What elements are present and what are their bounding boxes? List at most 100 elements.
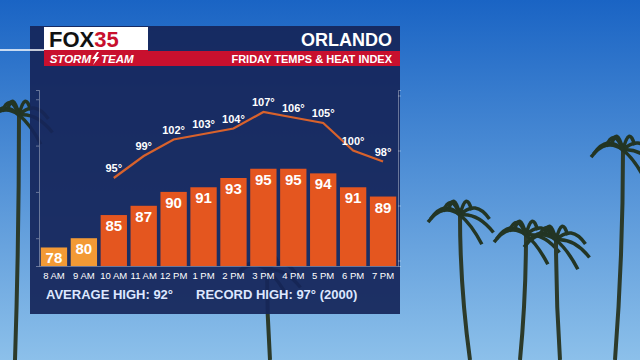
tick: 11 AM [131,266,157,281]
tick [36,192,39,193]
tick-mark [36,99,39,100]
bar [101,215,127,266]
tick [36,146,39,147]
axis-line [36,91,40,267]
line-label: 100° [342,135,365,147]
tick-label: 5 PM [312,270,334,281]
bar [220,178,246,266]
tick-mark [36,192,39,193]
logo-team-box [44,50,148,66]
marks [41,112,396,266]
tick-mark [398,151,401,152]
tick: 1 PM [192,266,214,281]
tick-label: 7 PM [372,270,394,281]
logo-text: FOX35 [49,27,119,52]
tick: 9 AM [73,266,95,281]
tick: 5 PM [312,266,334,281]
annotation: RECORD HIGH: 97° (2000) [196,287,357,302]
tick-label: 8 AM [43,270,65,281]
line-label: 107° [252,96,275,108]
bar [280,169,306,266]
palm-trunk [15,115,19,360]
palm-trunk [556,240,560,360]
palm-frond [2,102,19,115]
tick: 12 PM [160,266,188,281]
bar [250,169,276,266]
logo-bolt [92,52,100,65]
bar-label: 93 [225,180,242,197]
data-labels: 78808587909193959594918995°99°102°103°10… [46,96,392,266]
axis-line [40,266,399,267]
tick: 7 PM [372,266,394,281]
tick-mark [398,206,401,207]
subtitle: FRIDAY TEMPS & HEAT INDEX [231,53,392,65]
tick-label: 3 PM [252,270,274,281]
palm-tree [591,136,640,360]
tick-label: 10 AM [100,270,127,281]
logo-team-left: STORM [50,53,92,65]
palm-frond [509,222,526,235]
tick-label: 11 AM [131,270,157,281]
tick-mark [36,238,39,239]
tick [398,261,401,262]
annotation: AVERAGE HIGH: 92° [46,287,173,302]
palm-trunk [615,150,623,360]
bar-label: 80 [76,240,93,257]
logo-team-right: TEAM [101,53,134,65]
tick-label: 9 AM [73,270,95,281]
tick: 3 PM [252,266,274,281]
palm-frond [556,240,578,269]
line-label: 103° [192,118,215,130]
tick [36,99,39,100]
palm-tree [428,201,493,360]
palm-tree [524,226,589,360]
bar [131,206,157,266]
tick: 2 PM [222,266,244,281]
tick [398,151,401,152]
bar-label: 91 [195,189,212,206]
bar [340,187,366,266]
palm-tree [494,221,559,360]
tick: 6 PM [342,266,364,281]
bar [190,187,216,266]
tick-label: 1 PM [192,270,214,281]
bar-label: 90 [165,194,182,211]
logo-name: FOX [49,27,95,52]
y-axis [36,91,40,267]
tick-mark [398,96,401,97]
tick: 4 PM [282,266,304,281]
heat-index-line [114,112,383,178]
line-label: 99° [135,140,152,152]
line-label: 104° [222,113,245,125]
bar-label: 95 [255,171,272,188]
bar-label: 89 [375,199,392,216]
bar [310,173,336,266]
logo-number: 35 [94,27,118,52]
tick: 10 AM [100,266,127,281]
bar [71,238,97,266]
line-label: 106° [282,102,305,114]
line-label: 105° [312,107,335,119]
tick [36,238,39,239]
tick-label: 6 PM [342,270,364,281]
line-label: 102° [162,124,185,136]
palm-frond [460,215,482,244]
tick-label: 4 PM [282,270,304,281]
palm-frond [539,227,556,240]
line-label: 98° [375,146,392,158]
x-axis: 8 AM 9 AM 10 AM 11 AM12 PM 1 PM 2 PM 3 PM 4 PM 5… [40,266,399,281]
tick [398,96,401,97]
bar-label: 87 [135,208,152,225]
bar-label: 91 [345,189,362,206]
bar [41,247,67,266]
tick-label: 2 PM [222,270,244,281]
palm-trunk [460,215,470,360]
palm-frond [623,150,640,179]
palm-frond [606,137,623,150]
chart-svg: FOX35STORM TEAM ORLANDO FRIDAY TEMPS & HEAT… [0,0,640,360]
line-label: 95° [105,162,122,174]
y2-axis [398,91,401,267]
title: ORLANDO [301,30,392,50]
palm-trunk [520,235,526,360]
bar-label: 95 [285,171,302,188]
